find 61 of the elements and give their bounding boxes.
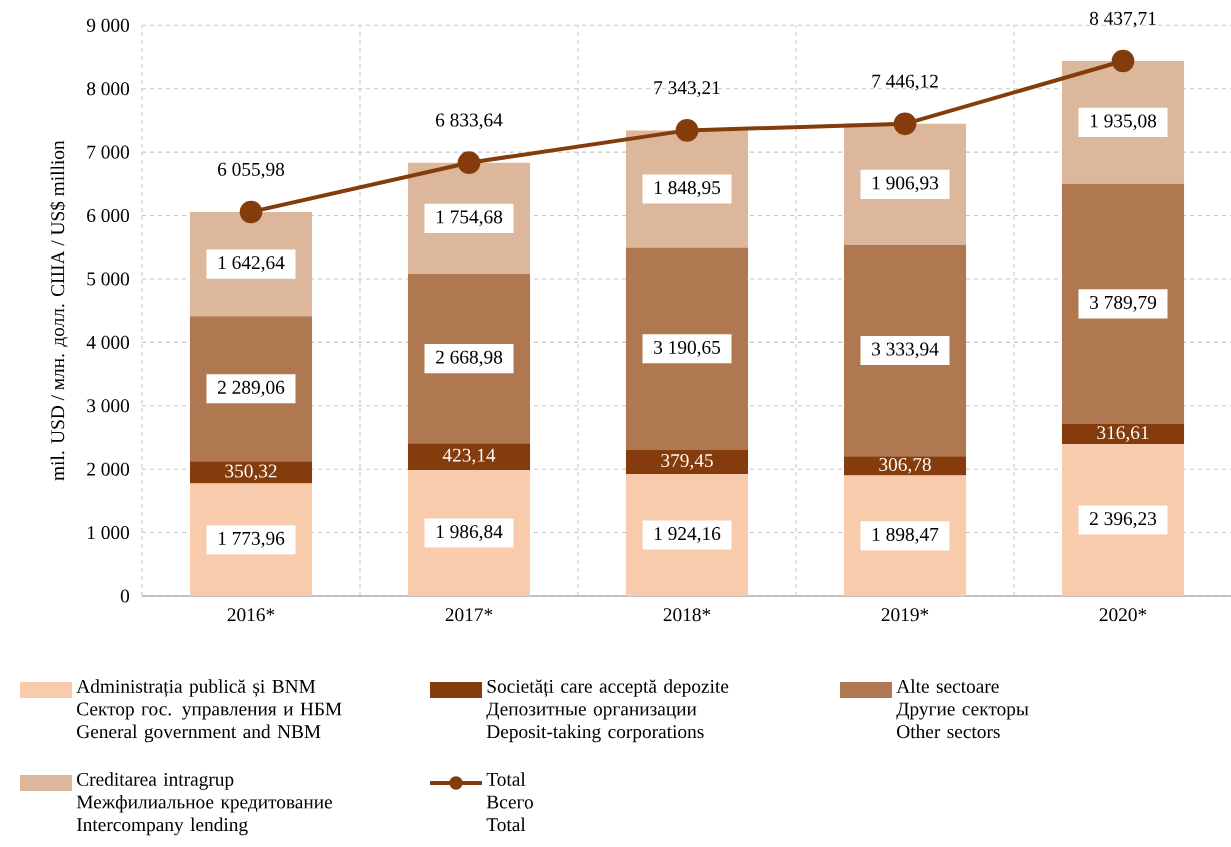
bar (407, 443, 531, 471)
data-label: 3 190,65 (654, 340, 721, 357)
legend-label: Societăți care acceptă depozite Депозитные организации Deposit-taking corporations (486, 679, 729, 743)
data-label: 1 898,47 (872, 527, 939, 544)
point (675, 119, 699, 142)
data-label: 379,45 (661, 454, 713, 470)
bar (1061, 423, 1185, 445)
y-tick-label: 3 000 (87, 399, 130, 413)
data-label: 2 289,06 (218, 380, 285, 397)
data-label: 1 924,16 (654, 527, 721, 543)
y-tick-label: 0 (120, 589, 130, 603)
y-tick-label: 1 000 (87, 526, 130, 540)
legend-label: Creditarea intragrup Межфилиальное кредитование Intercompany lending (76, 772, 332, 836)
legend-label: Administrația publică și BNM Сектор гос. управления и НБМ General government and NBM (76, 679, 342, 743)
bar (189, 461, 313, 484)
data-label: 6 833,64 (436, 113, 503, 130)
data-label: 1 935,08 (1090, 114, 1157, 131)
x-tick-label: 2016* (227, 608, 275, 622)
point (239, 200, 263, 224)
bar (1061, 444, 1185, 596)
data-label: 306,78 (879, 457, 931, 474)
bar (843, 244, 967, 457)
point (893, 112, 917, 136)
data-label: 8 437,71 (1089, 11, 1156, 28)
data-label: 1 986,84 (436, 525, 503, 541)
data-label: 1 848,95 (654, 181, 721, 197)
y-tick-label: 9 000 (86, 18, 130, 32)
bar (625, 449, 749, 474)
bar (625, 247, 749, 450)
bar (1061, 183, 1185, 424)
y-axis-title: mil. USD / млн. долл. США / US$ million (50, 140, 68, 481)
y-tick-label: 7 000 (87, 145, 130, 159)
x-tick-label: 2020* (1099, 608, 1147, 622)
y-tick-label: 5 000 (87, 272, 130, 286)
data-label: 2 668,98 (436, 350, 503, 367)
x-tick-label: 2017* (445, 608, 493, 622)
legend-label: Total Всего Total (486, 772, 533, 832)
data-label: 7 446,12 (872, 74, 938, 91)
data-label: 2 396,23 (1090, 512, 1157, 528)
data-label: 316,61 (1097, 426, 1149, 442)
x-tick-label: 2019* (881, 608, 929, 622)
data-label: 3 333,94 (872, 342, 939, 359)
y-tick-label: 8 000 (87, 82, 130, 96)
data-label: 6 055,98 (218, 162, 285, 179)
y-tick-label: 4 000 (86, 335, 130, 349)
bar (843, 456, 967, 476)
legend-label: Alte sectoare Другие секторы Other sectors (896, 679, 1029, 739)
data-label: 1 642,64 (218, 256, 285, 272)
x-tick-label: 2018* (663, 608, 711, 622)
point (1111, 49, 1135, 73)
y-tick-label: 6 000 (87, 209, 130, 223)
data-label: 423,14 (442, 448, 496, 465)
data-label: 1 906,93 (872, 176, 939, 193)
point (457, 151, 481, 175)
data-label: 3 789,79 (1090, 295, 1157, 312)
data-label: 350,32 (225, 464, 277, 481)
y-tick-label: 2 000 (87, 462, 130, 476)
data-label: 1 773,96 (218, 531, 285, 548)
data-label: 7 343,21 (654, 81, 720, 97)
bar (407, 273, 531, 444)
data-label: 1 754,68 (436, 210, 503, 227)
